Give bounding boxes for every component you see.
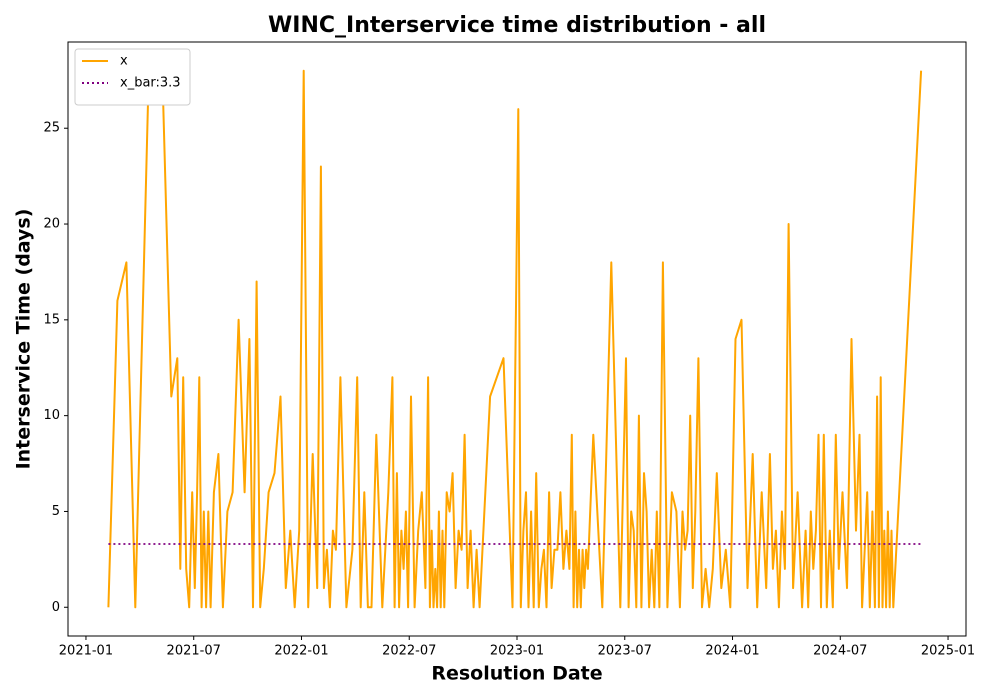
legend-box <box>74 48 191 106</box>
x-axis-label: Resolution Date <box>431 663 602 685</box>
y-tick-label: 5 <box>52 504 60 519</box>
y-tick-label: 20 <box>43 217 60 232</box>
y-tick-label: 15 <box>43 312 60 327</box>
x-tick-label: 2025-01 <box>921 644 975 659</box>
y-tick-label: 25 <box>43 121 60 136</box>
x-tick-label: 2021-01 <box>59 644 113 659</box>
y-axis-label: Interservice Time (days) <box>13 209 35 470</box>
x-tick-label: 2024-07 <box>813 644 867 659</box>
x-tick-label: 2022-07 <box>382 644 436 659</box>
legend-label: x <box>120 54 128 69</box>
y-tick-label: 10 <box>43 408 60 423</box>
x-tick-label: 2023-07 <box>598 644 652 659</box>
x-tick-label: 2023-01 <box>490 644 544 659</box>
legend-label: x_bar:3.3 <box>120 76 181 91</box>
y-tick-label: 0 <box>52 600 60 615</box>
x-tick-label: 2021-07 <box>167 644 221 659</box>
chart-title: WINC_Interservice time distribution - al… <box>268 13 766 38</box>
x-tick-label: 2022-01 <box>274 644 328 659</box>
x-tick-label: 2024-01 <box>705 644 759 659</box>
data-line <box>107 69 923 609</box>
